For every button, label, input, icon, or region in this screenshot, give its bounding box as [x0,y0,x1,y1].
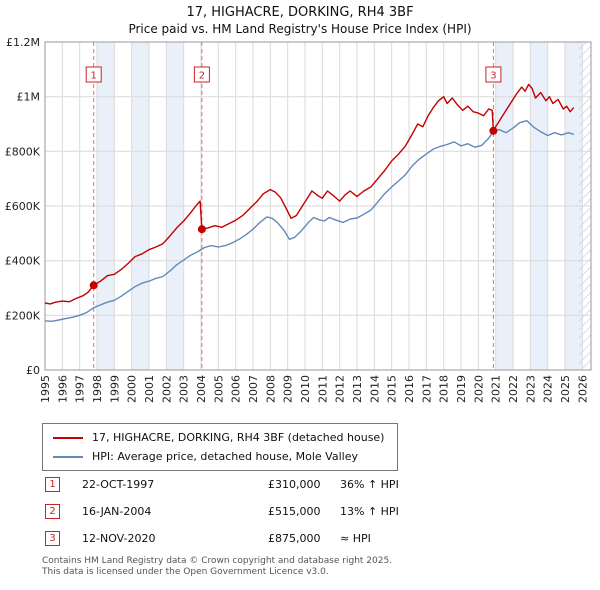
svg-text:2014: 2014 [368,375,381,403]
svg-text:2007: 2007 [247,375,260,403]
svg-text:2025: 2025 [559,375,572,403]
svg-text:2020: 2020 [472,375,485,403]
svg-text:2008: 2008 [264,375,277,403]
svg-text:2022: 2022 [507,375,520,403]
transaction-date: 22-OCT-1997 [82,478,155,491]
transaction-row-2: 2 16-JAN-2004 £515,000 13% ↑ HPI [45,504,545,519]
hpi-line-swatch [53,455,83,458]
transaction-hpi-comparison: ≈ HPI [340,532,371,545]
svg-text:2002: 2002 [160,375,173,403]
svg-text:2013: 2013 [351,375,364,403]
transaction-hpi-comparison: 13% ↑ HPI [340,505,399,518]
footer-licence: This data is licensed under the Open Gov… [42,567,329,577]
svg-text:2016: 2016 [403,375,416,403]
transaction-number-badge: 1 [45,477,60,492]
svg-text:2006: 2006 [230,375,243,403]
transaction-number-badge: 2 [45,504,60,519]
chart-legend: 17, HIGHACRE, DORKING, RH4 3BF (detached… [42,423,398,471]
legend-item-property: 17, HIGHACRE, DORKING, RH4 3BF (detached… [53,431,387,444]
legend-item-hpi: HPI: Average price, detached house, Mole… [53,450,387,463]
svg-text:2019: 2019 [455,375,468,403]
svg-text:£400K: £400K [5,255,41,268]
svg-text:2009: 2009 [282,375,295,403]
svg-text:2005: 2005 [212,375,225,403]
svg-text:£600K: £600K [5,200,41,213]
footer-copyright: Contains HM Land Registry data © Crown c… [42,556,393,566]
svg-text:2023: 2023 [524,375,537,403]
svg-text:£1.2M: £1.2M [6,36,40,49]
transaction-price: £875,000 [268,532,321,545]
transaction-number-badge: 3 [45,531,60,546]
svg-text:2: 2 [199,71,205,82]
svg-text:2004: 2004 [195,375,208,403]
svg-text:3: 3 [490,71,496,82]
svg-text:£800K: £800K [5,145,41,158]
transaction-row-3: 3 12-NOV-2020 £875,000 ≈ HPI [45,531,545,546]
transaction-date: 12-NOV-2020 [82,532,156,545]
price-history-chart: £0 £200K £400K £600K £800K £1M £1.2M 1995 1996 19… [5,36,592,403]
svg-text:£1M: £1M [17,91,41,104]
transaction-price: £515,000 [268,505,321,518]
legend-label-hpi: HPI: Average price, detached house, Mole… [92,450,358,463]
svg-text:2010: 2010 [299,375,312,403]
chart-subtitle: Price paid vs. HM Land Registry's House … [128,22,472,36]
transaction-price: £310,000 [268,478,321,491]
svg-text:2017: 2017 [420,375,433,403]
svg-text:2012: 2012 [334,375,347,403]
property-line-swatch [53,436,83,439]
svg-text:£200K: £200K [5,309,41,322]
svg-text:1997: 1997 [74,375,87,403]
chart-title: 17, HIGHACRE, DORKING, RH4 3BF [186,5,414,20]
transaction-hpi-comparison: 36% ↑ HPI [340,478,399,491]
transaction-date: 16-JAN-2004 [82,505,152,518]
svg-text:2003: 2003 [178,375,191,403]
svg-text:2011: 2011 [316,375,329,403]
svg-text:2026: 2026 [576,375,589,403]
svg-text:2015: 2015 [386,375,399,403]
legend-label-property: 17, HIGHACRE, DORKING, RH4 3BF (detached… [92,431,385,444]
svg-text:2018: 2018 [438,375,451,403]
svg-text:1: 1 [91,71,97,82]
svg-text:2000: 2000 [126,375,139,403]
svg-text:2024: 2024 [542,375,555,403]
svg-text:1999: 1999 [108,375,121,403]
svg-text:1996: 1996 [56,375,69,403]
transaction-row-1: 1 22-OCT-1997 £310,000 36% ↑ HPI [45,477,545,492]
svg-text:2021: 2021 [490,375,503,403]
svg-text:1998: 1998 [91,375,104,403]
svg-text:2001: 2001 [143,375,156,403]
svg-text:£0: £0 [26,364,40,377]
svg-text:1995: 1995 [39,375,52,403]
